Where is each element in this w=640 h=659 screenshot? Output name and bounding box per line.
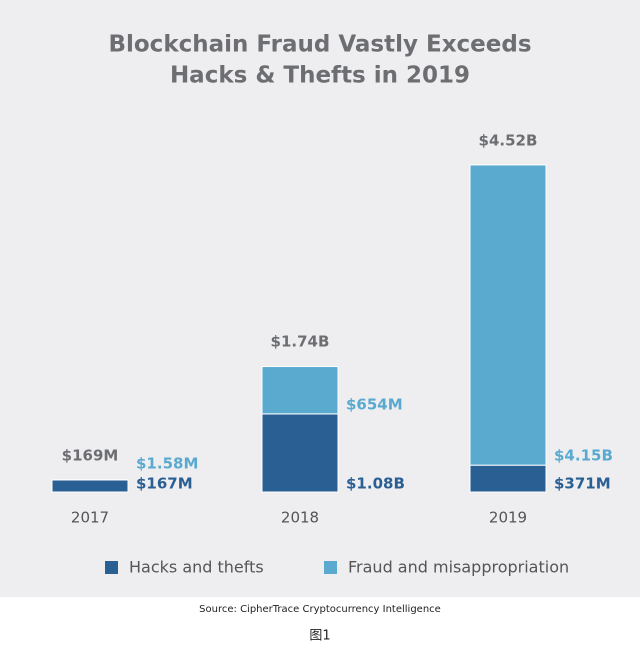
total-label: $169M [62,446,119,464]
chart-title: Hacks & Thefts in 2019 [170,63,470,89]
chart-title: Blockchain Fraud Vastly Exceeds [108,32,531,58]
value-label: $167M [136,475,193,493]
legend-swatch [105,561,118,574]
bar-segment [469,164,547,466]
legend-swatch [324,561,337,574]
value-label: $4.15B [554,447,613,465]
bar-segment [469,464,547,493]
bar-segment [261,366,339,415]
value-label: $654M [346,395,403,413]
x-tick-label: 2018 [281,509,319,527]
bar-segment [261,413,339,493]
value-label: $1.58M [136,455,198,473]
value-label: $371M [554,475,611,493]
value-label: $1.08B [346,475,405,493]
total-label: $1.74B [271,333,330,351]
figure-caption: 图1 [309,629,330,644]
bar-segment [51,479,129,493]
x-tick-label: 2017 [71,509,109,527]
total-label: $4.52B [479,132,538,150]
legend-label: Fraud and misappropriation [348,558,569,577]
legend-label: Hacks and thefts [129,558,264,577]
x-tick-label: 2019 [489,509,527,527]
source-note: Source: CipherTrace Cryptocurrency Intel… [199,604,441,615]
